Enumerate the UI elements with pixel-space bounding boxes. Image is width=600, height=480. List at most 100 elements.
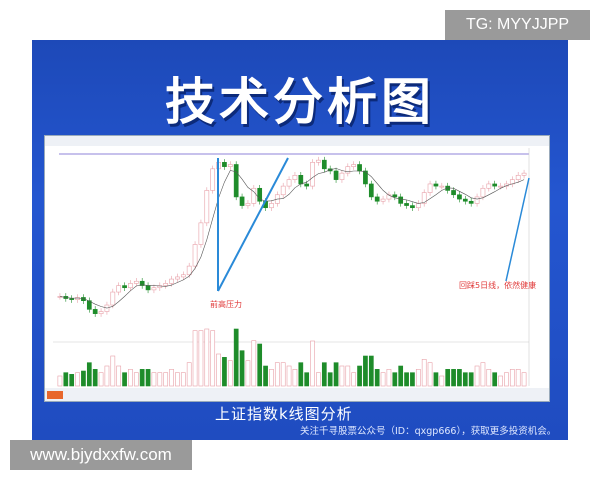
candle: [480, 187, 486, 198]
bottom-tabs[interactable]: [45, 388, 549, 401]
candle: [198, 222, 204, 245]
volume-bar: [63, 372, 69, 387]
candle: [186, 265, 192, 276]
volume-bar: [227, 360, 233, 387]
candle: [374, 196, 380, 202]
volume-bar: [175, 372, 180, 387]
volume-bar: [398, 365, 404, 387]
candle: [451, 190, 456, 196]
volume-bar: [204, 328, 210, 387]
candle: [180, 274, 186, 278]
candle: [145, 285, 151, 291]
volume-bar: [357, 365, 362, 387]
volume-bar: [480, 362, 486, 387]
volume-bar: [410, 372, 415, 387]
volume-bar: [198, 330, 204, 387]
candle: [339, 172, 345, 180]
active-tab[interactable]: [47, 391, 63, 399]
volume-bar: [498, 375, 503, 387]
candle: [368, 183, 374, 198]
candle: [392, 194, 398, 198]
volume-bar: [439, 375, 445, 387]
volume-bar: [110, 355, 116, 387]
candle: [421, 192, 427, 204]
candle: [116, 285, 122, 293]
volume-bar: [316, 372, 321, 387]
volume-bar: [345, 365, 351, 387]
volume-bar: [169, 369, 174, 387]
volume-bar: [457, 369, 462, 387]
volume-bar: [492, 372, 498, 387]
volume-bar: [263, 365, 268, 387]
volume-bar: [98, 372, 104, 387]
volume-bar: [239, 350, 245, 387]
volume-bar: [116, 365, 122, 387]
volume-bar: [515, 369, 521, 387]
candle: [398, 196, 404, 204]
candle: [386, 194, 392, 200]
candle: [92, 309, 98, 314]
candle: [404, 203, 409, 206]
candle: [192, 244, 198, 267]
watermark-url: www.bjydxxfw.com: [10, 440, 192, 470]
candle: [298, 174, 304, 185]
volume-bar: [433, 372, 439, 387]
arrow-line-2: [217, 157, 289, 292]
volume-bar: [286, 365, 292, 387]
candle: [257, 187, 263, 202]
candle: [69, 298, 75, 300]
volume-bar: [128, 369, 133, 387]
volume-bar: [180, 372, 186, 387]
candle: [169, 278, 174, 284]
volume-bar: [145, 369, 151, 387]
candle: [280, 185, 286, 196]
volume-bar: [468, 372, 474, 387]
volume-bar: [139, 369, 145, 387]
candle: [304, 183, 310, 187]
volume-bar: [504, 372, 509, 387]
volume-bar: [445, 369, 451, 387]
candle: [462, 198, 468, 202]
candle: [521, 172, 527, 176]
volume-bar: [380, 372, 386, 387]
candle: [321, 159, 327, 170]
volume-bar: [462, 372, 468, 387]
kline-chart: 前高压力 回踩5日线，依然健康: [45, 136, 549, 401]
volume-bar: [298, 362, 304, 387]
candle: [204, 190, 210, 224]
volume-bar: [404, 372, 409, 387]
volume-bar: [321, 362, 327, 387]
volume-bar: [210, 330, 216, 387]
volume-bar: [157, 372, 163, 387]
volume-bar: [233, 328, 239, 387]
candle: [269, 203, 274, 209]
candle: [515, 174, 521, 180]
volume-bar: [86, 362, 92, 387]
candle: [351, 164, 357, 167]
candle: [133, 280, 139, 284]
candle: [175, 276, 180, 280]
candle: [251, 187, 257, 204]
volume-bar: [81, 370, 86, 387]
ma5-line: [59, 168, 525, 309]
subcaption: 关注千寻股票公众号（ID：qxgp666），获取更多投资机会。: [300, 426, 557, 437]
candle: [239, 196, 245, 206]
volume-bar: [374, 369, 380, 387]
candle: [498, 185, 503, 188]
volume-bar: [474, 365, 480, 387]
volume-bar: [363, 355, 368, 387]
candle: [345, 166, 351, 174]
volume-bar: [486, 369, 492, 387]
candle: [357, 164, 362, 172]
candle: [363, 170, 368, 185]
candle: [233, 164, 239, 198]
volume-bar: [351, 372, 357, 387]
volume-bar: [75, 372, 80, 387]
candle: [427, 183, 433, 193]
volume-bar: [339, 365, 345, 387]
volume-bar: [122, 372, 127, 387]
volume-bar: [269, 369, 274, 387]
candle: [292, 174, 298, 180]
volume-bar: [327, 372, 333, 387]
volume-bar: [415, 369, 421, 387]
